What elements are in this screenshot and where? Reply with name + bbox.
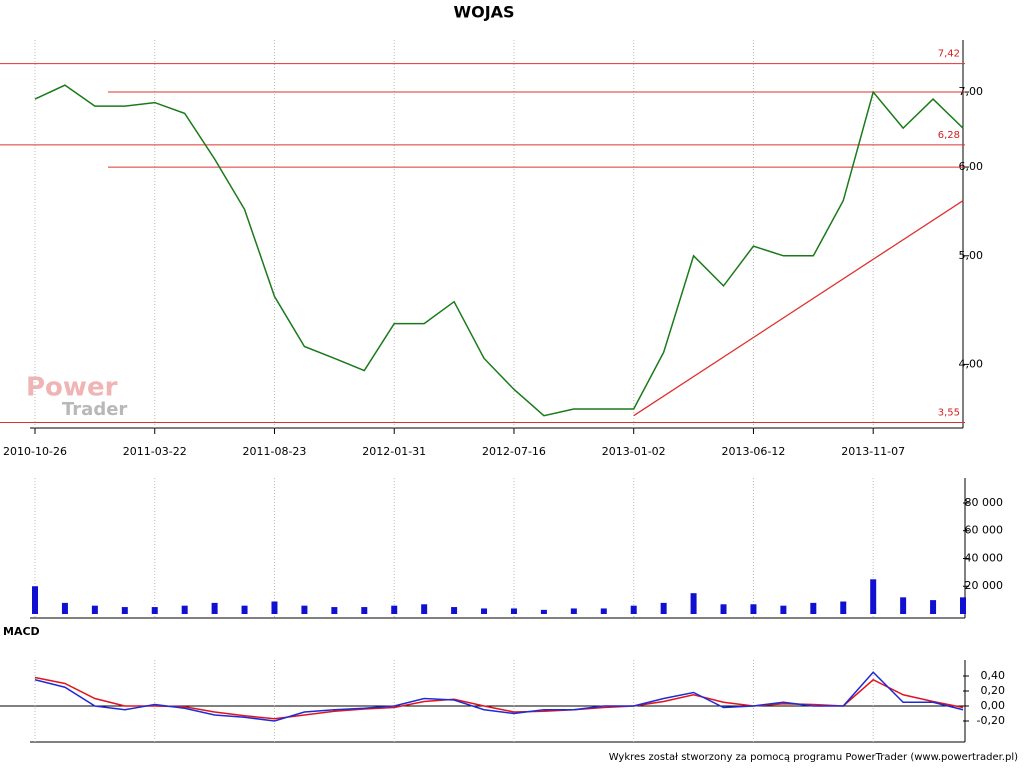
volume-bar: [780, 605, 787, 614]
y-tick-label: -0,20: [977, 714, 1005, 727]
x-tick-label: 2013-11-07: [841, 445, 905, 458]
price-line: [34, 84, 964, 417]
y-tick-label: 0,00: [981, 699, 1006, 712]
volume-bar: [61, 602, 68, 614]
watermark: Power: [26, 373, 118, 403]
y-tick-label: 20 000: [965, 579, 1004, 592]
volume-bar: [840, 601, 847, 614]
x-tick-label: 2010-10-26: [3, 445, 67, 458]
signal-line: [34, 676, 964, 720]
volume-bar: [421, 604, 428, 614]
volume-bar: [960, 597, 966, 614]
volume-bar: [211, 602, 218, 614]
volume-bar: [121, 607, 128, 614]
y-tick-label: 60 000: [965, 524, 1004, 537]
trend-line: [633, 200, 964, 417]
volume-bar: [361, 607, 368, 614]
y-tick-label: 6,00: [959, 160, 984, 173]
volume-bar: [32, 586, 38, 614]
volume-bar: [540, 609, 547, 614]
volume-bar: [870, 579, 877, 614]
volume-bar: [750, 604, 757, 614]
volume-bar: [690, 593, 697, 614]
volume-bar: [481, 608, 488, 614]
y-tick-label: 80 000: [965, 496, 1004, 509]
volume-bar: [181, 605, 188, 614]
volume-bar: [810, 602, 817, 614]
level-label: 3,55: [938, 407, 960, 418]
x-tick-label: 2013-06-12: [721, 445, 785, 458]
x-tick-label: 2012-01-31: [362, 445, 426, 458]
x-tick-label: 2012-07-16: [482, 445, 546, 458]
volume-bar: [900, 597, 907, 614]
macd-line: [34, 671, 964, 722]
y-tick-label: 5,00: [959, 249, 984, 262]
volume-bar: [510, 608, 517, 614]
y-tick-label: 4,00: [959, 357, 984, 370]
macd-title: MACD: [3, 625, 40, 638]
level-label: 6,28: [938, 130, 960, 141]
x-tick-label: 2011-08-23: [243, 445, 307, 458]
volume-bar: [91, 605, 98, 614]
volume-bar: [600, 608, 607, 614]
level-label: 7,42: [938, 49, 960, 60]
y-tick-label: 40 000: [965, 551, 1004, 564]
volume-bar: [301, 605, 308, 614]
volume-bar: [271, 601, 278, 614]
volume-bar: [331, 607, 338, 614]
x-tick-label: 2011-03-22: [123, 445, 187, 458]
y-tick-label: 7,00: [959, 85, 984, 98]
footer: Wykres został stworzony za pomocą progra…: [609, 752, 1018, 763]
y-tick-label: 0,40: [981, 669, 1006, 682]
volume-bar: [391, 605, 398, 614]
volume-bar: [151, 607, 158, 614]
volume-bar: [570, 608, 577, 614]
volume-bar: [660, 602, 667, 614]
watermark: Trader: [62, 399, 127, 420]
volume-bar: [630, 605, 637, 614]
volume-bar: [720, 604, 727, 614]
chart-title: WOJAS: [453, 3, 514, 22]
volume-bar: [241, 605, 248, 614]
y-tick-label: 0,20: [981, 684, 1006, 697]
volume-bar: [451, 607, 458, 614]
x-tick-label: 2013-01-02: [602, 445, 666, 458]
volume-bar: [930, 600, 937, 614]
